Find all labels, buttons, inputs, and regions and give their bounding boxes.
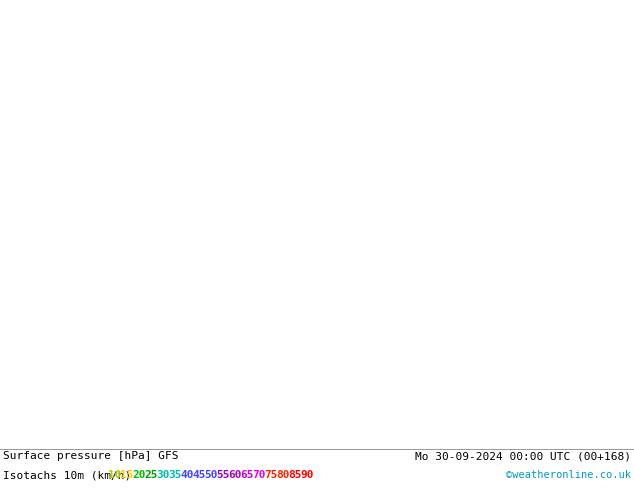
Text: 35: 35 [168,470,181,480]
Text: 30: 30 [156,470,169,480]
Text: 40: 40 [180,470,193,480]
Text: 75: 75 [264,470,278,480]
Text: 15: 15 [120,470,134,480]
Text: 80: 80 [276,470,290,480]
Text: 25: 25 [144,470,157,480]
Text: 70: 70 [252,470,266,480]
Text: 50: 50 [204,470,217,480]
Text: 85: 85 [288,470,302,480]
Text: Surface pressure [hPa] GFS: Surface pressure [hPa] GFS [3,451,179,461]
Text: Mo 30-09-2024 00:00 UTC (00+168): Mo 30-09-2024 00:00 UTC (00+168) [415,451,631,461]
Text: 45: 45 [192,470,205,480]
Text: Isotachs 10m (km/h): Isotachs 10m (km/h) [3,470,131,480]
Text: ©weatheronline.co.uk: ©weatheronline.co.uk [506,470,631,480]
Text: 10: 10 [108,470,122,480]
Text: 65: 65 [240,470,254,480]
Text: 20: 20 [132,470,145,480]
Text: 60: 60 [228,470,242,480]
Text: 90: 90 [300,470,313,480]
Text: 55: 55 [216,470,230,480]
